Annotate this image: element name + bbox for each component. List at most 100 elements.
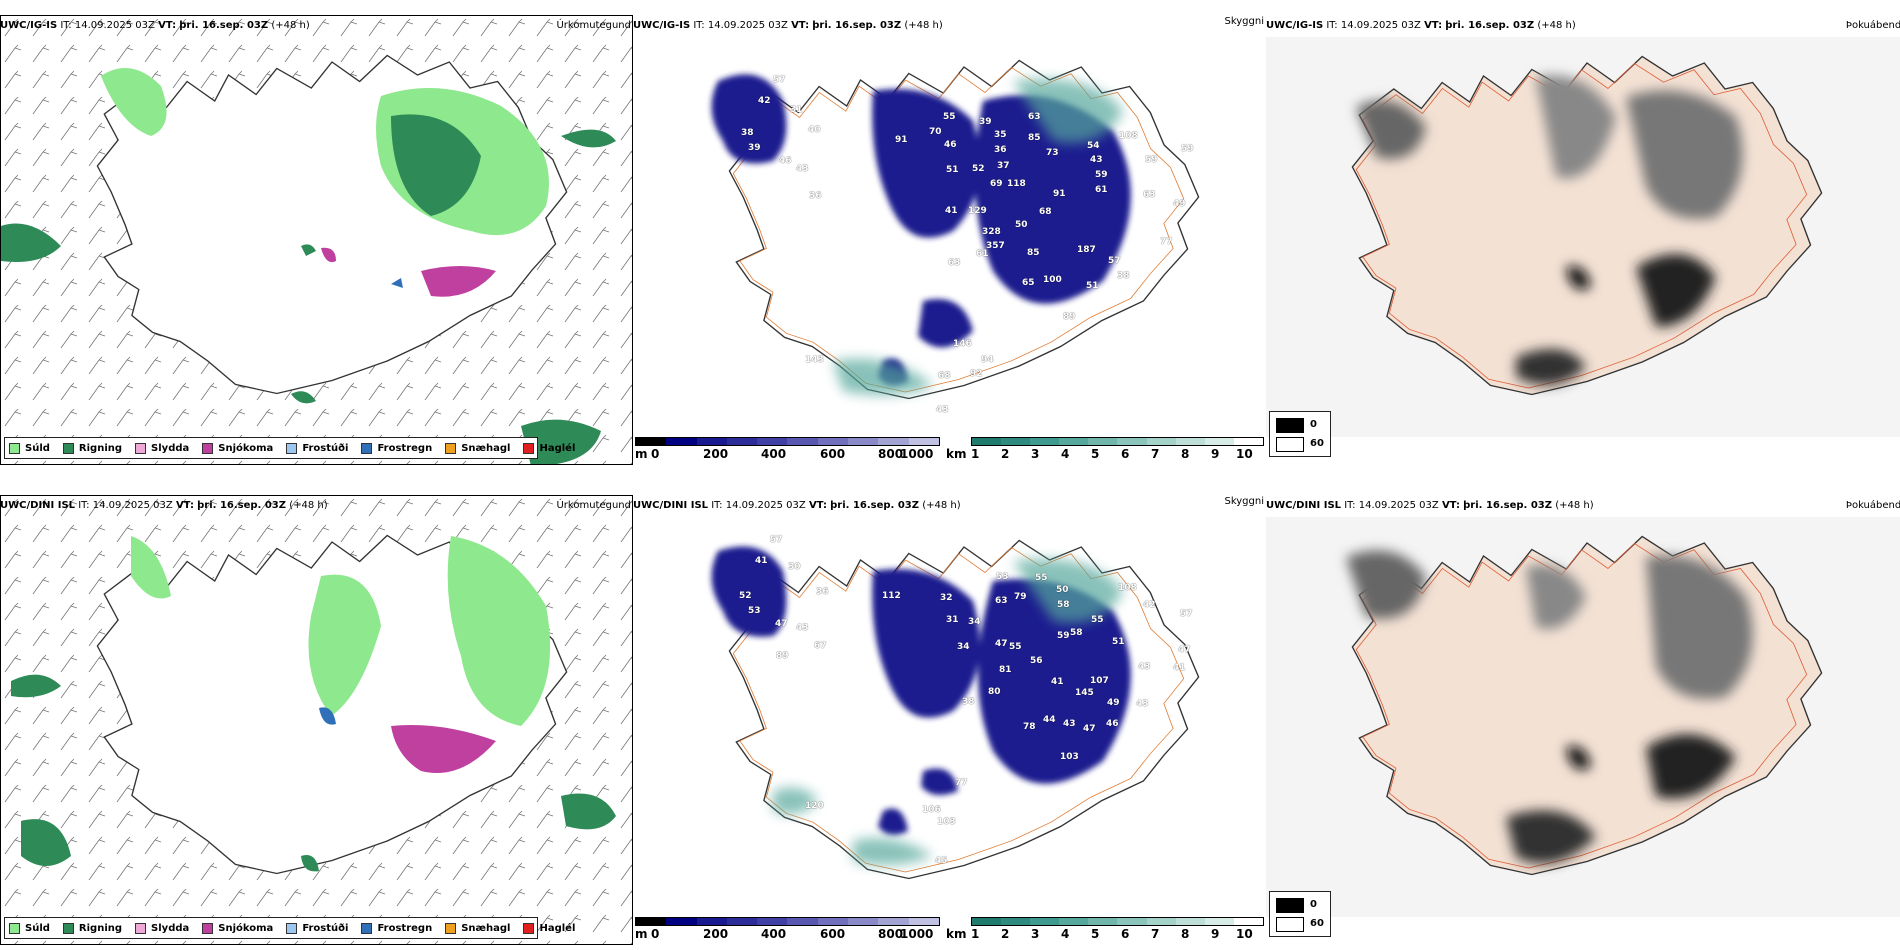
model-name: UWC/IG-IS bbox=[0, 20, 58, 31]
valid-time: þri. 16.sep. 03Z bbox=[197, 500, 286, 511]
tick-label: 10 bbox=[1236, 927, 1253, 941]
color-step bbox=[1059, 918, 1089, 925]
color-step bbox=[757, 438, 788, 445]
fog-swatch bbox=[1276, 917, 1304, 932]
color-step bbox=[757, 918, 788, 925]
cloud-base-label: 89 bbox=[776, 651, 789, 661]
legend-label: Snjókoma bbox=[218, 922, 274, 934]
cloud-base-label: 77 bbox=[1160, 237, 1173, 247]
cloud-map-bottom[interactable]: 57 41 30 52 53 36 47 43 67 89 112 32 31 … bbox=[633, 511, 1266, 911]
color-step bbox=[1204, 918, 1234, 925]
fog-header-bottom: UWC/DINI ISL IT: 14.09.2025 03Z VT: þri.… bbox=[1266, 499, 1900, 515]
cloud-base-label: 67 bbox=[814, 641, 827, 651]
cloud-base-label: 39 bbox=[748, 143, 761, 153]
tick-label: 0 bbox=[651, 447, 660, 461]
cloud-base-label: 89 bbox=[1063, 312, 1076, 322]
legend-item: Snæhagl bbox=[445, 442, 511, 454]
color-step bbox=[1059, 438, 1089, 445]
lead-time: (+48 h) bbox=[271, 20, 310, 31]
color-step bbox=[972, 438, 1002, 445]
visibility-colorbar-top: km 1 2 3 4 5 6 7 8 9 10 bbox=[946, 437, 1266, 463]
color-step bbox=[666, 918, 697, 925]
color-step bbox=[848, 918, 879, 925]
color-step bbox=[972, 918, 1002, 925]
cloud-map-svg bbox=[711, 59, 1200, 400]
cloud-base-label: 53 bbox=[748, 606, 761, 616]
precip-map-bottom[interactable] bbox=[0, 495, 633, 945]
cloud-base-label: 78 bbox=[1023, 722, 1036, 732]
cloud-base-label: 77 bbox=[955, 778, 968, 788]
cloud-base-label: 59 bbox=[1057, 631, 1070, 641]
tick-label: 4 bbox=[1061, 927, 1070, 941]
init-time: 14.09.2025 03Z bbox=[707, 20, 788, 31]
rain-area bbox=[11, 674, 616, 872]
cloud-base-label: 70 bbox=[929, 127, 942, 137]
cloud-base-label: 30 bbox=[788, 562, 801, 572]
color-step bbox=[726, 918, 758, 925]
cloud-map-top[interactable]: 57 42 31 40 38 39 46 43 36 91 70 55 39 4… bbox=[633, 31, 1266, 431]
cloud-base-label: 79 bbox=[1014, 592, 1027, 602]
tick-label: 200 bbox=[703, 447, 729, 461]
lead-time: (+48 h) bbox=[1555, 500, 1594, 511]
color-step bbox=[636, 438, 667, 445]
fog-map-top[interactable] bbox=[1266, 37, 1900, 437]
visibility-bar bbox=[971, 917, 1264, 926]
cloud-base-label: 103 bbox=[1060, 752, 1079, 762]
tick-label: 1000 bbox=[900, 927, 934, 941]
legend-label: Snæhagl bbox=[461, 442, 511, 454]
tick-label: 2 bbox=[1001, 447, 1010, 461]
color-step bbox=[1146, 438, 1176, 445]
cloud-base-label: 58 bbox=[1070, 628, 1083, 638]
legend-swatch bbox=[9, 922, 20, 934]
legend-label: Snæhagl bbox=[461, 922, 511, 934]
cloud-base-label: 54 bbox=[1087, 141, 1100, 151]
cloud-base-label: 57 bbox=[1108, 256, 1121, 266]
cloud-base-label: 91 bbox=[1053, 189, 1066, 199]
legend-label: Frostúði bbox=[302, 922, 349, 934]
it-label: IT: bbox=[693, 20, 705, 31]
legend-swatch bbox=[135, 442, 147, 454]
snow-area bbox=[391, 725, 496, 773]
cloud-panel-top: UWC/IG-IS IT: 14.09.2025 03Z VT: þri. 16… bbox=[633, 13, 1266, 465]
tick-label: 0 bbox=[651, 927, 660, 941]
precip-legend-bottom: Súld Rigning Slydda Snjókoma Frostúði Fr… bbox=[4, 917, 575, 939]
low-cloud-area bbox=[711, 546, 1131, 835]
color-step bbox=[1117, 438, 1147, 445]
colorbar-unit: m bbox=[635, 927, 648, 941]
fog-map-bottom[interactable] bbox=[1266, 517, 1900, 917]
tick-label: 10 bbox=[1236, 447, 1253, 461]
cloud-header-top: UWC/IG-IS IT: 14.09.2025 03Z VT: þri. 16… bbox=[633, 16, 1266, 35]
fog-swatch bbox=[1276, 418, 1304, 433]
vt-label: VT: bbox=[1424, 20, 1443, 31]
cloud-base-label: 103 bbox=[937, 817, 956, 827]
fog-header-top: UWC/IG-IS IT: 14.09.2025 03Z VT: þri. 16… bbox=[1266, 19, 1900, 35]
cloud-base-label: 46 bbox=[779, 156, 792, 166]
tick-label: 4 bbox=[1061, 447, 1070, 461]
tick-label: 6 bbox=[1121, 927, 1130, 941]
legend-label: Frostúði bbox=[302, 442, 349, 454]
tick-label: 8 bbox=[1181, 927, 1190, 941]
color-step bbox=[1117, 918, 1147, 925]
fog-map-svg bbox=[1266, 517, 1900, 917]
vt-label: VT: bbox=[175, 500, 194, 511]
cloud-base-label: 36 bbox=[809, 191, 822, 201]
color-step bbox=[696, 438, 727, 445]
cloud-map-svg bbox=[711, 539, 1200, 880]
tick-label: 9 bbox=[1211, 927, 1220, 941]
init-time: 14.09.2025 03Z bbox=[725, 500, 806, 511]
cloud-base-label: 59 bbox=[1145, 155, 1158, 165]
tick-label: 800 bbox=[878, 927, 904, 941]
cloud-base-label: 51 bbox=[1112, 637, 1125, 647]
legend-label: Frostregn bbox=[377, 442, 433, 454]
cloud-base-label: 43 bbox=[796, 164, 809, 174]
precip-header-bottom: UWC/DINI ISL IT: 14.09.2025 03Z VT: þri.… bbox=[0, 499, 633, 515]
color-step bbox=[1146, 918, 1176, 925]
fog-swatch bbox=[1276, 898, 1304, 913]
legend-swatch bbox=[202, 442, 214, 454]
cloud-base-label: 43 bbox=[1138, 662, 1151, 672]
fog-legend-label: 0 bbox=[1310, 899, 1317, 910]
colorbar-unit: m bbox=[635, 447, 648, 461]
color-step bbox=[908, 438, 939, 445]
precip-map-top[interactable] bbox=[0, 15, 633, 465]
cloud-base-label: 47 bbox=[775, 619, 788, 629]
